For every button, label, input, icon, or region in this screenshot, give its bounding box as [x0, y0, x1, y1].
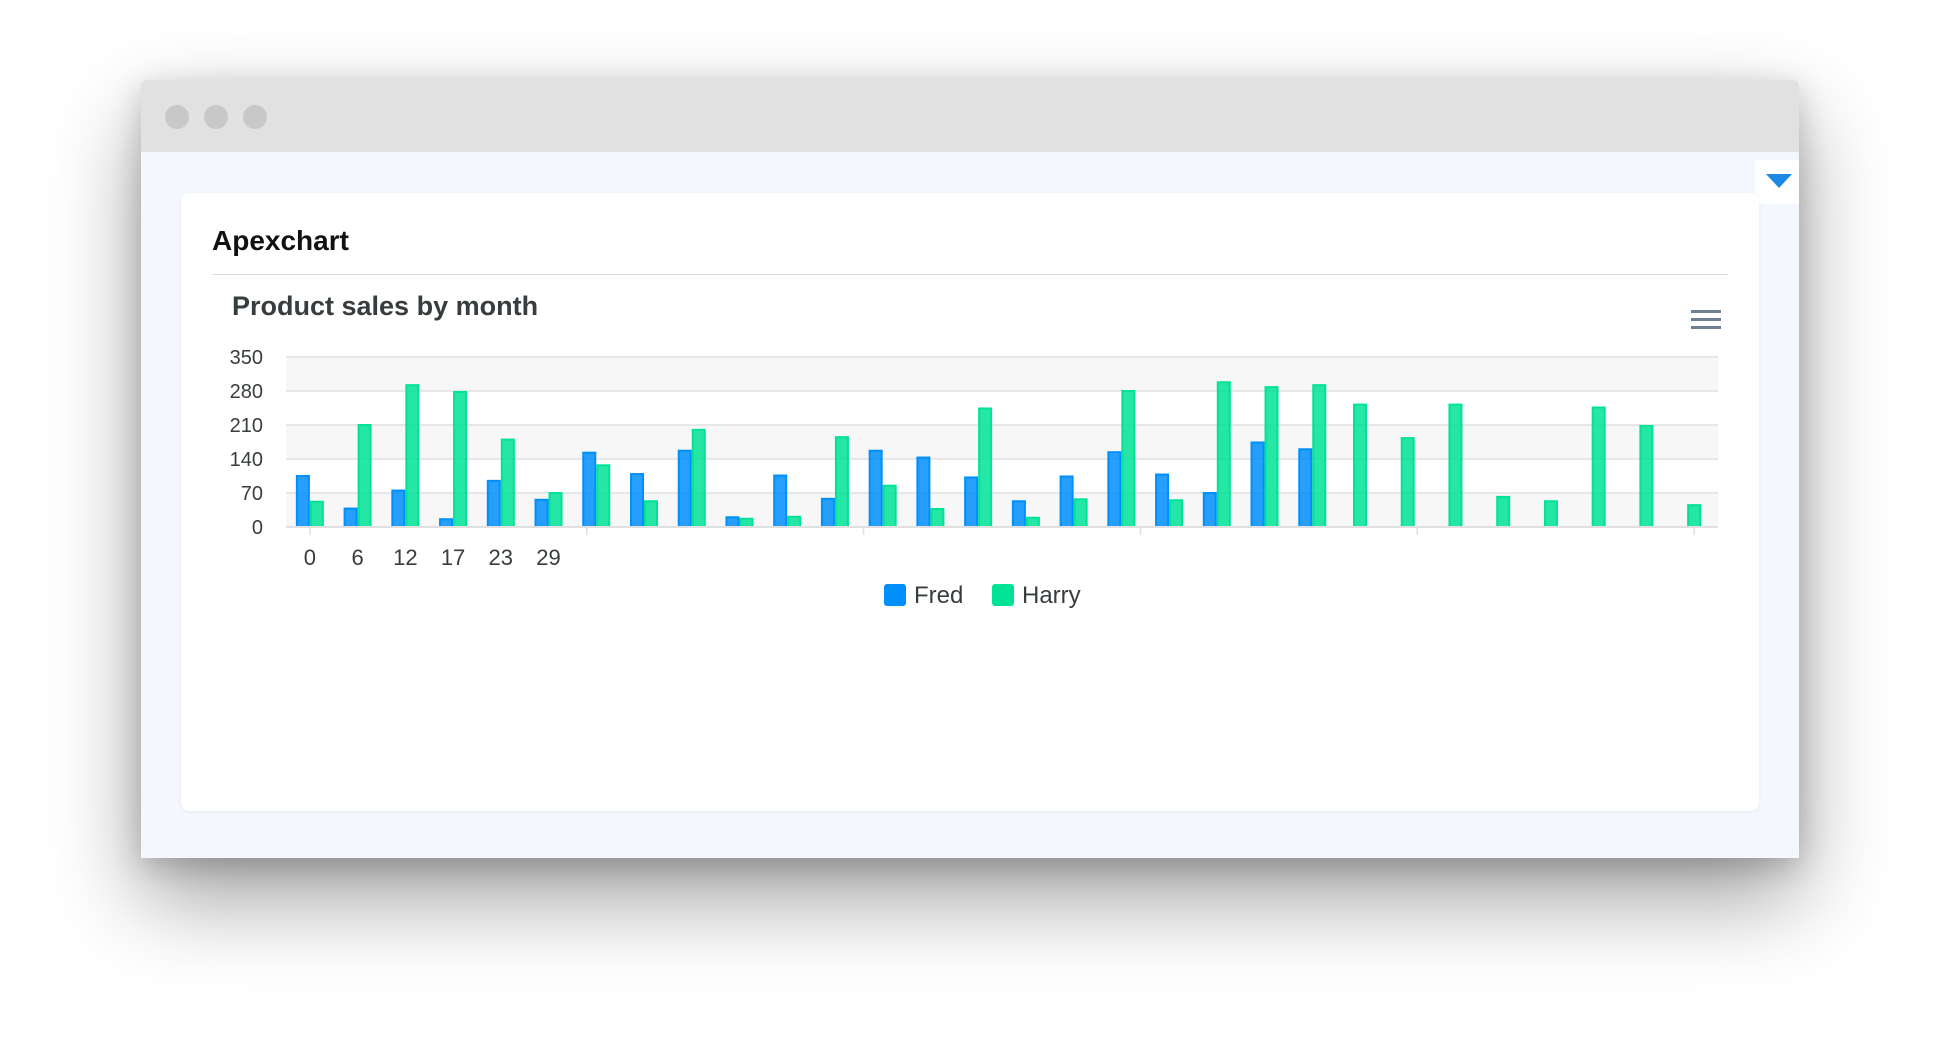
x-tick-label: 12 — [393, 545, 417, 570]
browser-window: Apexchart Product sales by month 350 280 2… — [141, 80, 1799, 858]
window-maximize-dot[interactable] — [243, 105, 267, 129]
y-tick-label: 280 — [230, 381, 263, 403]
legend-marker — [992, 584, 1014, 606]
bar-harry — [357, 424, 372, 528]
bar-harry — [930, 508, 945, 528]
bar-harry — [1264, 386, 1279, 528]
bar-harry — [1400, 437, 1415, 528]
bar-series — [295, 381, 1702, 529]
bar-fred — [773, 474, 788, 528]
bar-harry — [500, 438, 515, 528]
bar-harry — [1025, 516, 1040, 528]
bar-harry — [596, 464, 611, 529]
bar-fred — [1107, 451, 1122, 529]
bar-fred — [295, 475, 310, 528]
bar-chart: Product sales by month 350 280 210 140 70 0 0… — [230, 291, 1722, 609]
y-tick-label: 350 — [230, 347, 263, 369]
bar-harry — [1353, 403, 1367, 529]
bar-harry — [1121, 390, 1136, 528]
bar-harry — [1169, 499, 1184, 528]
bar-harry — [1687, 504, 1702, 528]
grid-band — [286, 493, 1718, 527]
bar-fred — [1011, 500, 1026, 528]
legend-label: Fred — [914, 582, 963, 609]
bar-harry — [978, 407, 993, 528]
legend-marker — [884, 584, 906, 606]
bar-harry — [644, 500, 658, 528]
legend-item-fred[interactable]: Fred — [884, 582, 963, 609]
bar-harry — [691, 428, 706, 529]
grid-band — [286, 357, 1718, 391]
card-title: Apexchart — [212, 225, 349, 256]
bar-harry — [1591, 406, 1606, 528]
bar-fred — [868, 449, 883, 528]
legend-label: Harry — [1022, 582, 1081, 609]
card-divider — [212, 274, 1728, 275]
bar-harry — [1216, 381, 1231, 528]
bar-fred — [964, 476, 979, 529]
bar-fred — [1298, 448, 1313, 528]
x-tick-label: 0 — [304, 545, 316, 570]
bar-fred — [1202, 492, 1217, 528]
chart-legend: Fred Harry — [884, 582, 1081, 609]
collapse-toggle[interactable] — [1755, 160, 1799, 204]
bar-fred — [582, 451, 597, 528]
bar-fred — [486, 479, 501, 529]
y-tick-label: 210 — [230, 415, 263, 437]
y-tick-label: 0 — [252, 517, 263, 539]
bar-fred — [820, 497, 835, 529]
bar-harry — [405, 384, 420, 528]
window-close-dot[interactable] — [165, 105, 189, 129]
bar-fred — [630, 473, 644, 528]
legend-item-harry[interactable]: Harry — [992, 582, 1081, 609]
chart-title: Product sales by month — [232, 291, 538, 321]
bar-harry — [834, 436, 849, 528]
bar-fred — [1155, 473, 1170, 528]
grid-band — [286, 425, 1718, 459]
x-tick-label: 6 — [351, 545, 363, 570]
y-axis: 350 280 210 140 70 0 — [230, 347, 263, 539]
bar-harry — [1496, 495, 1511, 528]
bar-harry — [1073, 498, 1088, 529]
bar-harry — [1543, 500, 1558, 528]
chart-card: Apexchart Product sales by month 350 280 2… — [181, 193, 1759, 811]
bar-fred — [1059, 475, 1074, 529]
bar-fred — [677, 449, 692, 528]
bar-harry — [548, 492, 563, 528]
x-tick-label: 29 — [536, 545, 560, 570]
x-tick-label: 23 — [489, 545, 513, 570]
bar-fred — [534, 498, 549, 528]
window-minimize-dot[interactable] — [204, 105, 228, 129]
bar-fred — [916, 456, 931, 528]
y-tick-label: 140 — [230, 449, 263, 471]
bar-fred — [439, 518, 454, 529]
bar-harry — [787, 515, 802, 528]
bar-harry — [1448, 403, 1463, 529]
bar-fred — [343, 507, 358, 528]
bar-harry — [1639, 424, 1654, 529]
bar-harry — [1312, 384, 1327, 528]
x-axis: 0 6 12 17 23 29 — [286, 526, 1718, 570]
bar-harry — [453, 390, 468, 528]
caret-down-icon[interactable] — [1766, 174, 1792, 188]
x-tick-label: 17 — [441, 545, 465, 570]
bar-harry — [739, 517, 754, 529]
y-tick-label: 70 — [241, 483, 263, 505]
bar-fred — [1250, 441, 1265, 528]
bar-harry — [309, 500, 324, 529]
bar-harry — [882, 484, 897, 529]
hamburger-menu-icon[interactable] — [1690, 306, 1722, 336]
chart-grid — [286, 356, 1718, 528]
bar-fred — [725, 516, 740, 528]
bar-fred — [391, 489, 406, 529]
window-titlebar — [141, 80, 1799, 152]
